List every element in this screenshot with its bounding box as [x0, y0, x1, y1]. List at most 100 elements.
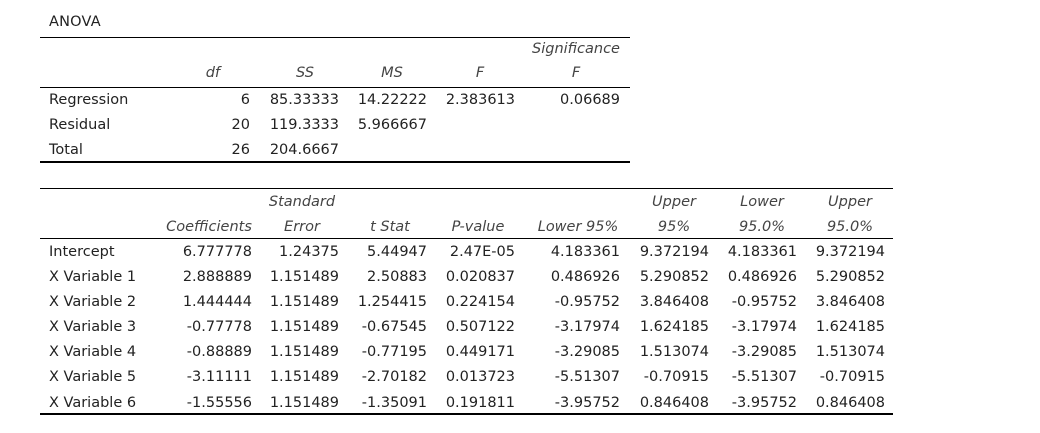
coef-cell-p-value: 2.47E-05 — [449, 244, 515, 260]
anova-row-label: Residual — [49, 117, 111, 133]
coef-row-label: X Variable 5 — [49, 369, 137, 385]
coef-cell-upper-95: 1.624185 — [639, 319, 709, 335]
anova-header-df: df — [205, 65, 220, 81]
coef-top-rule — [40, 188, 893, 189]
coef-cell-t-stat: -1.35091 — [361, 395, 427, 411]
coef-cell-coefficient: -1.55556 — [186, 395, 252, 411]
coef-cell-t-stat: -0.67545 — [361, 319, 427, 335]
coef-cell-lower-95-0: -3.17974 — [731, 319, 797, 335]
coef-cell-standard-error: 1.151489 — [269, 344, 339, 360]
coef-header-p-value: P-value — [451, 219, 505, 235]
coef-cell-coefficient: -0.77778 — [186, 319, 252, 335]
coef-cell-lower-95: 0.486926 — [550, 269, 620, 285]
coef-cell-lower-95: -5.51307 — [554, 369, 620, 385]
coef-cell-standard-error: 1.151489 — [269, 294, 339, 310]
coef-header-coefficients: Coefficients — [166, 219, 252, 235]
anova-header-rule — [40, 87, 630, 88]
coef-cell-p-value: 0.191811 — [445, 395, 515, 411]
coef-row-label: X Variable 1 — [49, 269, 137, 285]
anova-cell-ms: 14.22222 — [357, 92, 427, 108]
coef-header-upper-95-0-line1: Upper — [828, 194, 872, 210]
coef-header-rule — [40, 238, 893, 239]
anova-cell-df: 26 — [231, 142, 250, 158]
coef-cell-lower-95-0: -0.95752 — [731, 294, 797, 310]
coef-cell-upper-95: 0.846408 — [639, 395, 709, 411]
coef-row-label: Intercept — [49, 244, 115, 260]
coef-cell-lower-95: -3.95752 — [554, 395, 620, 411]
coef-bottom-rule — [40, 413, 893, 415]
coef-cell-lower-95-0: 4.183361 — [727, 244, 797, 260]
coef-cell-lower-95: -3.17974 — [554, 319, 620, 335]
anova-header-f: F — [475, 65, 485, 81]
coef-cell-lower-95: -3.29085 — [554, 344, 620, 360]
coef-header-upper-95-line2: 95% — [657, 219, 691, 235]
coef-cell-lower-95-0: -3.95752 — [731, 395, 797, 411]
coef-cell-standard-error: 1.151489 — [269, 369, 339, 385]
anova-title: ANOVA — [49, 14, 101, 30]
anova-header-ms: MS — [381, 65, 403, 81]
coef-cell-p-value: 0.449171 — [445, 344, 515, 360]
coef-cell-coefficient: 1.444444 — [182, 294, 252, 310]
coef-cell-standard-error: 1.151489 — [269, 269, 339, 285]
coef-cell-coefficient: 6.777778 — [182, 244, 252, 260]
coef-header-standard-error-line1: Standard — [268, 194, 336, 210]
coef-cell-t-stat: -0.77195 — [361, 344, 427, 360]
coef-cell-p-value: 0.013723 — [445, 369, 515, 385]
coef-cell-upper-95: 9.372194 — [639, 244, 709, 260]
coef-cell-p-value: 0.507122 — [445, 319, 515, 335]
coef-cell-upper-95-0: 9.372194 — [815, 244, 885, 260]
anova-header-ss: SS — [296, 65, 314, 81]
anova-cell-df: 6 — [240, 92, 250, 108]
coef-cell-standard-error: 1.151489 — [269, 395, 339, 411]
coef-cell-lower-95: 4.183361 — [550, 244, 620, 260]
anova-bottom-rule — [40, 161, 630, 163]
anova-cell-ss: 85.33333 — [269, 92, 339, 108]
coef-cell-t-stat: -2.70182 — [361, 369, 427, 385]
coef-header-upper-95-0-line2: 95.0% — [826, 219, 874, 235]
coef-cell-coefficient: 2.888889 — [182, 269, 252, 285]
coef-cell-standard-error: 1.151489 — [269, 319, 339, 335]
anova-top-rule — [40, 37, 630, 38]
anova-row-label: Regression — [49, 92, 129, 108]
anova-cell-ss: 119.3333 — [269, 117, 339, 133]
coef-cell-upper-95-0: 1.513074 — [815, 344, 885, 360]
coef-cell-upper-95-0: 3.846408 — [815, 294, 885, 310]
coef-cell-coefficient: -3.11111 — [186, 369, 252, 385]
coef-row-label: X Variable 6 — [49, 395, 137, 411]
coef-header-lower-95-0-line1: Lower — [740, 194, 784, 210]
coef-cell-upper-95-0: -0.70915 — [819, 369, 885, 385]
coef-cell-lower-95-0: 0.486926 — [727, 269, 797, 285]
anova-cell-ms: 5.966667 — [357, 117, 427, 133]
coef-header-t-stat: t Stat — [370, 219, 410, 235]
coef-row-label: X Variable 3 — [49, 319, 137, 335]
coef-cell-upper-95: -0.70915 — [643, 369, 709, 385]
coef-cell-lower-95: -0.95752 — [554, 294, 620, 310]
coef-cell-t-stat: 5.44947 — [367, 244, 427, 260]
coef-cell-upper-95: 5.290852 — [639, 269, 709, 285]
coef-cell-p-value: 0.020837 — [445, 269, 515, 285]
coef-row-label: X Variable 4 — [49, 344, 137, 360]
anova-cell-ss: 204.6667 — [269, 142, 339, 158]
coef-cell-t-stat: 2.50883 — [367, 269, 427, 285]
coef-cell-standard-error: 1.24375 — [279, 244, 339, 260]
coef-cell-t-stat: 1.254415 — [357, 294, 427, 310]
anova-cell-f: 2.383613 — [445, 92, 515, 108]
coef-cell-upper-95-0: 5.290852 — [815, 269, 885, 285]
coef-cell-p-value: 0.224154 — [445, 294, 515, 310]
coef-cell-upper-95: 3.846408 — [639, 294, 709, 310]
anova-row-label: Total — [49, 142, 83, 158]
anova-cell-df: 20 — [231, 117, 250, 133]
coef-header-lower-95-0-line2: 95.0% — [738, 219, 786, 235]
coef-row-label: X Variable 2 — [49, 294, 137, 310]
coef-cell-upper-95-0: 1.624185 — [815, 319, 885, 335]
coef-cell-lower-95-0: -3.29085 — [731, 344, 797, 360]
coef-header-standard-error-line2: Error — [284, 219, 320, 235]
coef-header-upper-95-line1: Upper — [652, 194, 696, 210]
coef-cell-upper-95-0: 0.846408 — [815, 395, 885, 411]
coef-header-lower-95: Lower 95% — [537, 219, 619, 235]
coef-cell-lower-95-0: -5.51307 — [731, 369, 797, 385]
coef-cell-coefficient: -0.88889 — [186, 344, 252, 360]
anova-header-significance-line1: Significance — [532, 41, 620, 57]
coef-cell-upper-95: 1.513074 — [639, 344, 709, 360]
anova-header-significance-line2: F — [571, 65, 581, 81]
